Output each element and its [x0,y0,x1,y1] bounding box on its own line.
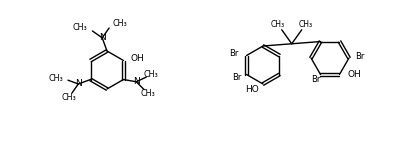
Text: CH₃: CH₃ [143,70,158,79]
Text: OH: OH [347,70,361,79]
Text: OH: OH [131,54,144,63]
Text: CH₃: CH₃ [140,89,155,98]
Text: Br: Br [229,49,239,58]
Text: CH₃: CH₃ [112,19,127,28]
Text: N: N [99,33,105,42]
Text: CH₃: CH₃ [271,20,285,29]
Text: N: N [75,79,82,89]
Text: Br: Br [355,52,364,61]
Text: HO: HO [245,85,259,94]
Text: Br: Br [232,73,241,82]
Text: CH₃: CH₃ [299,20,313,29]
Text: CH₃: CH₃ [62,92,77,102]
Text: CH₃: CH₃ [73,23,87,32]
Text: Br: Br [311,75,320,84]
Text: N: N [133,77,140,86]
Text: CH₃: CH₃ [49,74,63,83]
